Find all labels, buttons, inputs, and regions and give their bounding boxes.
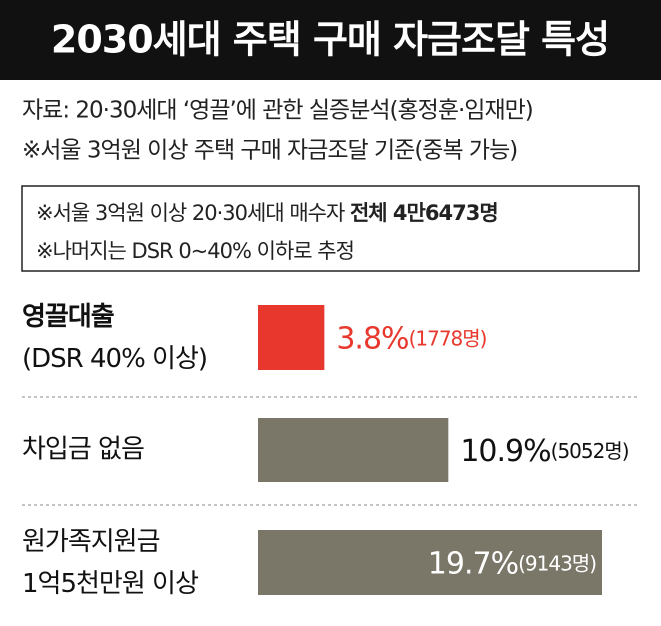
category-label: 원가족지원금	[22, 527, 160, 557]
category-label: 1억5천만원 이상	[22, 569, 198, 599]
value-label: 3.8%(1778명)	[336, 321, 486, 356]
category-label: 영끌대출	[22, 302, 114, 332]
bar	[258, 305, 325, 370]
count-text: (1778명)	[409, 326, 487, 350]
title-band	[0, 0, 661, 80]
value-text: 10.9%	[460, 434, 550, 469]
value-label: 19.7%(9143명)	[428, 546, 596, 581]
note-emphasis: 전체 4만6473명	[350, 201, 498, 225]
source: ※서울 3억원 이상 주택 구매 자금조달 기준(중복 가능)	[22, 138, 517, 164]
chart-title: 2030세대 주택 구매 자금조달 특성	[51, 18, 609, 62]
value-text: 3.8%	[336, 321, 408, 356]
note: ※서울 3억원 이상 20·30세대 매수자 전체 4만6473명	[36, 201, 498, 225]
count-text: (9143명)	[518, 551, 596, 575]
note: ※나머지는 DSR 0~40% 이하로 추정	[36, 239, 354, 263]
count-text: (5052명)	[551, 439, 629, 463]
bar	[258, 530, 602, 595]
note-box	[21, 185, 640, 272]
category-label: 차입금 없음	[22, 435, 144, 465]
note-text: ※서울 3억원 이상 20·30세대 매수자	[36, 201, 345, 225]
value-text: 19.7%	[428, 546, 518, 581]
bar	[258, 418, 449, 482]
value-label: 10.9%(5052명)	[460, 434, 628, 469]
source: 자료: 20·30세대 ‘영끌’에 관한 실증분석(홍정훈·임재만)	[22, 98, 533, 124]
category-label: (DSR 40% 이상)	[22, 344, 207, 374]
